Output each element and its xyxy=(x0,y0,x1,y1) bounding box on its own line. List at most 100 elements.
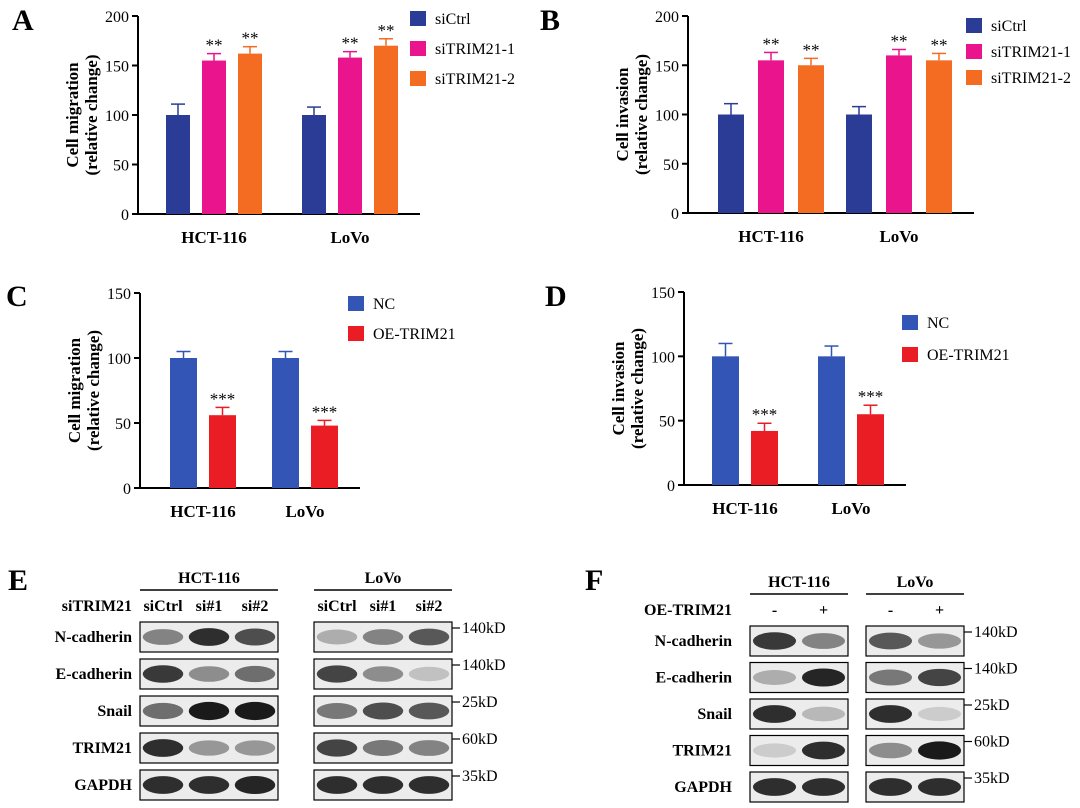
significance-label: *** xyxy=(752,405,778,424)
protein-label: Snail xyxy=(97,703,132,720)
blot-band xyxy=(188,701,230,721)
significance-label: ** xyxy=(342,34,359,53)
blot-band xyxy=(234,776,276,794)
blot-band xyxy=(917,778,962,796)
legend-swatch xyxy=(348,296,364,311)
protein-label: GAPDH xyxy=(74,777,132,794)
blot-band xyxy=(362,776,404,794)
legend-label: NC xyxy=(927,315,949,332)
legend-swatch xyxy=(966,70,982,85)
blot-band xyxy=(362,739,404,757)
blot-box xyxy=(749,698,849,730)
size-label: 25kD xyxy=(974,697,1010,714)
group-label: LoVo xyxy=(365,570,402,587)
size-label: 35kD xyxy=(462,768,498,785)
y-tick-label: 100 xyxy=(107,351,131,368)
y-tick-label: 50 xyxy=(113,158,129,175)
y-axis-label: Cell invasion xyxy=(609,341,628,436)
y-tick-label: 50 xyxy=(663,157,679,174)
blot-band xyxy=(234,665,276,683)
blot-band xyxy=(142,702,184,720)
panel-label: F xyxy=(585,564,603,597)
blot-band xyxy=(316,776,358,794)
group-label: HCT-116 xyxy=(178,570,240,587)
blot-band xyxy=(142,665,184,683)
lane-label: + xyxy=(935,602,944,619)
significance-label: ** xyxy=(242,29,259,48)
lane-label: si#1 xyxy=(370,598,397,615)
y-axis-label: Cell migration xyxy=(65,337,84,443)
size-label: 140kD xyxy=(974,624,1018,641)
bar-siCtrl-HCT-116 xyxy=(718,114,744,213)
bar-NC-HCT-116 xyxy=(170,358,197,488)
blot-band xyxy=(188,740,230,756)
panel-label: D xyxy=(545,280,567,313)
significance-label: *** xyxy=(858,387,884,406)
legend-label: siCtrl xyxy=(435,11,471,28)
legend-swatch xyxy=(410,11,426,26)
protein-label: N-cadherin xyxy=(655,633,732,650)
protein-label: Snail xyxy=(697,706,732,723)
x-tick-label: LoVo xyxy=(879,227,918,246)
chart-panel-B: B 0 50 100 150 200 Cell invasion (relative chan… xyxy=(540,4,1071,246)
blot-band xyxy=(234,740,276,756)
size-label: 35kD xyxy=(974,770,1010,787)
blot-band xyxy=(408,776,450,794)
blot-band xyxy=(868,705,913,723)
x-tick-label: LoVo xyxy=(831,499,870,518)
bar-siCtrl-LoVo xyxy=(302,115,326,214)
blot-band xyxy=(752,632,797,650)
legend-label: siCtrl xyxy=(991,18,1027,35)
lane-label: + xyxy=(819,602,828,619)
bar-siTRIM21-2-HCT-116 xyxy=(798,65,824,213)
bar-siTRIM21-1-LoVo xyxy=(886,55,912,214)
bar-NC-HCT-116 xyxy=(712,356,739,485)
y-tick-label: 150 xyxy=(105,59,129,76)
blot-band xyxy=(801,668,846,687)
x-tick-label: HCT-116 xyxy=(712,499,778,518)
y-tick-label: 0 xyxy=(667,478,675,495)
bar-OE-TRIM21-HCT-116 xyxy=(751,430,778,485)
y-tick-label: 200 xyxy=(655,9,679,26)
significance-label: *** xyxy=(210,389,236,408)
lane-label: siCtrl xyxy=(317,598,357,615)
y-tick-label: 0 xyxy=(671,206,679,223)
legend-swatch xyxy=(966,44,982,59)
significance-label: *** xyxy=(312,402,338,421)
panel-label: A xyxy=(12,4,34,37)
protein-label: E-cadherin xyxy=(56,666,133,683)
group-label: HCT-116 xyxy=(768,574,830,591)
x-tick-label: HCT-116 xyxy=(181,228,247,247)
y-tick-label: 150 xyxy=(107,286,131,303)
blot-band xyxy=(801,706,846,722)
bar-siTRIM21-2-LoVo xyxy=(926,60,952,214)
blot-band xyxy=(917,633,962,649)
blot-band xyxy=(188,776,230,794)
y-axis-label-units: (relative change) xyxy=(84,330,103,451)
significance-label: ** xyxy=(378,21,395,40)
protein-label: TRIM21 xyxy=(72,740,132,757)
blot-band xyxy=(408,628,450,646)
y-axis-label: Cell migration xyxy=(63,62,82,168)
y-tick-label: 100 xyxy=(655,108,679,125)
size-label: 60kD xyxy=(462,731,498,748)
y-axis-label-units: (relative change) xyxy=(632,54,651,175)
lane-label: si#2 xyxy=(416,598,443,615)
blot-band xyxy=(188,666,230,682)
legend-label: siTRIM21-1 xyxy=(991,44,1071,61)
bar-NC-LoVo xyxy=(818,356,845,485)
chart-panel-A: A 0 50 100 150 200 Cell migration (relative cha… xyxy=(12,4,515,247)
y-tick-label: 50 xyxy=(115,416,131,433)
blot-band xyxy=(752,743,797,758)
x-tick-label: HCT-116 xyxy=(170,502,236,521)
bar-siTRIM21-1-LoVo xyxy=(338,57,362,214)
legend-label: OE-TRIM21 xyxy=(927,347,1010,364)
blot-band xyxy=(801,741,846,760)
legend-label: siTRIM21-2 xyxy=(435,71,515,88)
x-tick-label: HCT-116 xyxy=(738,227,804,246)
y-tick-label: 50 xyxy=(659,414,675,431)
bar-siTRIM21-2-HCT-116 xyxy=(238,53,262,215)
legend-swatch xyxy=(966,18,982,33)
blot-band xyxy=(868,742,913,759)
significance-label: ** xyxy=(803,40,820,59)
